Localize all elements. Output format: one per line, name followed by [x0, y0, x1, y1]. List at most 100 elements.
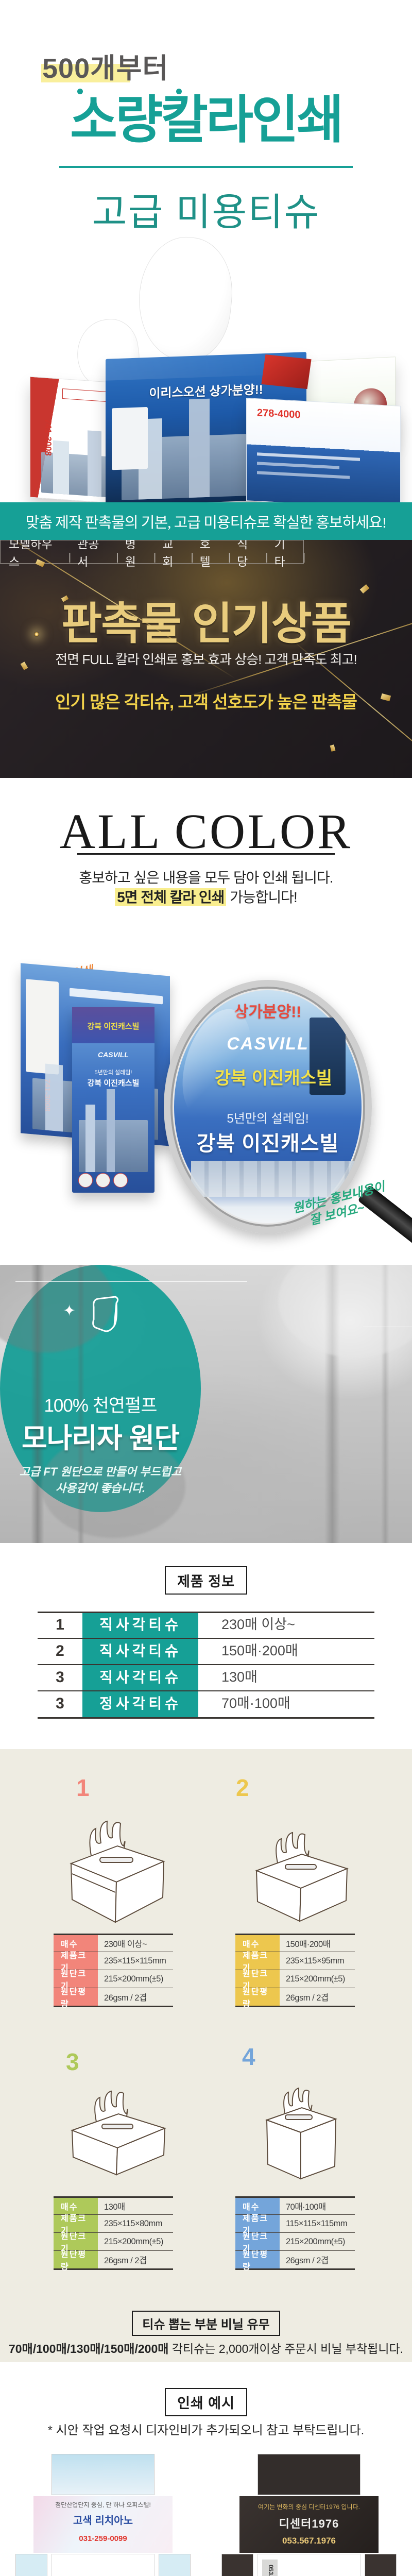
product-info-value: 230매 이상~	[221, 1617, 295, 1632]
table-bottom-rule	[235, 2268, 355, 2270]
box-top-face	[72, 1007, 154, 1043]
product-info-name: 직사각티슈	[99, 1669, 181, 1685]
small-box-title: 강북 이진캐스빌	[87, 1022, 140, 1031]
spec-label: 원단크기	[54, 1970, 98, 1991]
teal-banner-text: 맞춤 제작 판촉물의 기본, 고급 미용티슈로 확실한 홍보하세요!	[25, 514, 387, 531]
table-rule	[38, 1717, 374, 1719]
sparkle-icon	[34, 632, 39, 637]
spec-row: 원단크기 215×200mm(±5)	[54, 1970, 173, 1991]
tissue-box-sketch-mid	[255, 1832, 349, 1922]
badge-highlight	[41, 64, 130, 82]
spec-label: 원단크기	[235, 2232, 280, 2253]
spec-value: 115×115×115mm	[286, 2218, 348, 2228]
fabric-section: ✦ 100% 천연펄프 모나리자 원단 고급 FT 원단으로 만들어 부드럽고 …	[0, 1265, 412, 1543]
table-bottom-rule	[235, 2006, 355, 2007]
spec-number-3: 3	[66, 2048, 79, 2075]
hero-right-phone: 278-4000	[257, 407, 301, 421]
sparkle-icon: ✦	[63, 1302, 76, 1319]
lens-line2: 강북 이진캐스빌	[196, 1132, 339, 1155]
product-info-no: 2	[56, 1642, 64, 1659]
spec-row: 원단평량 26gsm / 2겹	[54, 2250, 173, 2272]
category-item: 기타	[266, 540, 306, 569]
all-color-line1: 홍보하고 싶은 내용을 모두 담아 인쇄 됩니다.	[79, 870, 333, 886]
table-bottom-rule	[54, 2006, 173, 2007]
dieline-example-2: 여기는 변화의 중심 디센터1976 입니다. 디센터1976 053.567.…	[221, 2454, 397, 2576]
lens-building	[310, 1018, 346, 1095]
table-bottom-rule	[54, 2268, 173, 2270]
spec-row: 매수 70매·100매	[235, 2196, 355, 2214]
category-item: 관공서	[69, 540, 118, 569]
die-side-flap	[15, 2554, 47, 2576]
all-color-section: ALL COLOR 홍보하고 싶은 내용을 모두 담아 인쇄 됩니다. 5면 전…	[0, 778, 412, 1265]
category-item: 병원	[117, 540, 157, 569]
spec-table-1: 매수 230매 이상~ 제품크기 235×115×115mm 원단크기 215×…	[54, 1934, 173, 2009]
text-line	[257, 452, 360, 461]
all-color-line2-rest: 가능합니다!	[226, 889, 298, 905]
die-side-flap	[365, 2554, 397, 2576]
badge-circle	[78, 1173, 93, 1188]
vinyl-note-rest: 각티슈는 2,000개이상 주문시 비닐 부착됩니다.	[168, 2342, 404, 2355]
page-subtitle: 고급 미용티슈	[92, 191, 320, 233]
spec-row: 원단크기 215×200mm(±5)	[235, 2232, 355, 2253]
table-rule	[38, 1664, 374, 1665]
title-dot-icon	[176, 89, 182, 94]
tree-trunk	[77, 1265, 84, 1543]
spec-row: 제품크기 235×115×95mm	[235, 1952, 355, 1973]
spec-row: 제품크기 235×115×80mm	[54, 2214, 173, 2235]
spec-value: 26gsm / 2겹	[286, 2256, 329, 2265]
spec-label: 원단평량	[54, 2250, 98, 2272]
tree-trunk	[31, 1265, 44, 1543]
vinyl-note-title-wrap: 티슈 뽑는 부분 비닐 유무	[0, 2311, 412, 2336]
spec-table-3: 매수 130매 제품크기 235×115×80mm 원단크기 215×200mm…	[54, 2196, 173, 2272]
min-quantity-badge: 500개부터	[42, 53, 169, 84]
product-info-title: 제품 정보	[165, 1566, 247, 1595]
hero-product-photo: 741-3008 이리스오션 상가분양!! 278-4000	[0, 222, 412, 502]
spec-value: 70매·100매	[286, 2202, 326, 2212]
product-info-name: 직사각티슈	[99, 1643, 181, 1659]
spec-value: 150매·200매	[286, 1940, 331, 1949]
tissue-box-sketch-low	[71, 2090, 166, 2176]
spec-number-2: 2	[236, 1774, 249, 1801]
tissue-box-sketch-tall	[70, 1820, 165, 1923]
lens-line1: 5년만의 설레임!	[227, 1112, 309, 1126]
hero-box-blue-white: 278-4000	[246, 398, 401, 502]
category-item: 식당	[229, 540, 268, 569]
die-sub: 첨단산업단지 중심, 단 하나 오피스텔!	[55, 2501, 151, 2509]
die-name: 고색 리치아노	[73, 2515, 133, 2527]
vinyl-note-bold: 70매/100매/130매/150매/200매	[8, 2342, 169, 2355]
spec-value: 235×115×80mm	[104, 2218, 162, 2228]
spec-label-text: 매수	[243, 2203, 260, 2212]
text-line	[70, 988, 163, 1005]
badge-circle	[113, 1173, 128, 1188]
spec-label-text: 원단평량	[243, 2250, 269, 2272]
vinyl-note-text: 70매/100매/130매/150매/200매 각티슈는 2,000개이상 주문…	[0, 2339, 412, 2357]
product-info-no: 1	[56, 1616, 64, 1633]
promo-title: 판촉물 인기상품	[61, 599, 352, 649]
product-info-section: 제품 정보 1 직사각티슈 230매 이상~ 2 직사각티슈 150매·200매 3…	[0, 1543, 412, 1749]
spec-label-text: 매수	[61, 1940, 78, 1949]
die-name: 디센터1976	[279, 2517, 339, 2530]
spec-value: 215×200mm(±5)	[286, 1974, 345, 1984]
spec-label: 원단평량	[235, 1988, 280, 2009]
spec-row: 원단평량 26gsm / 2겹	[235, 1988, 355, 2009]
promo-tagline: 인기 많은 각티슈, 고객 선호도가 높은 판촉물	[55, 692, 357, 711]
spec-number-1: 1	[76, 1774, 90, 1801]
spec-value: 230매 이상~	[104, 1940, 147, 1949]
decor-line	[15, 1281, 247, 1282]
spec-label-text: 매수	[61, 2203, 78, 2212]
die-side-flap	[221, 2554, 253, 2576]
spec-label: 원단크기	[54, 2232, 98, 2253]
table-rule	[38, 1612, 374, 1613]
text-line	[257, 462, 339, 469]
spec-row: 매수 230매 이상~	[54, 1934, 173, 1952]
die-sub: 여기는 변화의 중심 디센터1976 입니다.	[258, 2503, 360, 2511]
die-top-panel: 첨단산업단지 중심, 단 하나 오피스텔! 고색 리치아노 031-259-00…	[33, 2496, 173, 2553]
spec-value: 235×115×95mm	[286, 1956, 344, 1965]
foliage-blob	[41, 1435, 185, 1538]
spec-value: 26gsm / 2겹	[286, 1993, 329, 2003]
map-panel	[112, 406, 148, 470]
spec-label: 매수	[54, 2198, 98, 2214]
table-rule	[38, 1690, 374, 1691]
spec-table-4: 매수 70매·100매 제품크기 115×115×115mm 원단크기 215×…	[235, 2196, 355, 2272]
